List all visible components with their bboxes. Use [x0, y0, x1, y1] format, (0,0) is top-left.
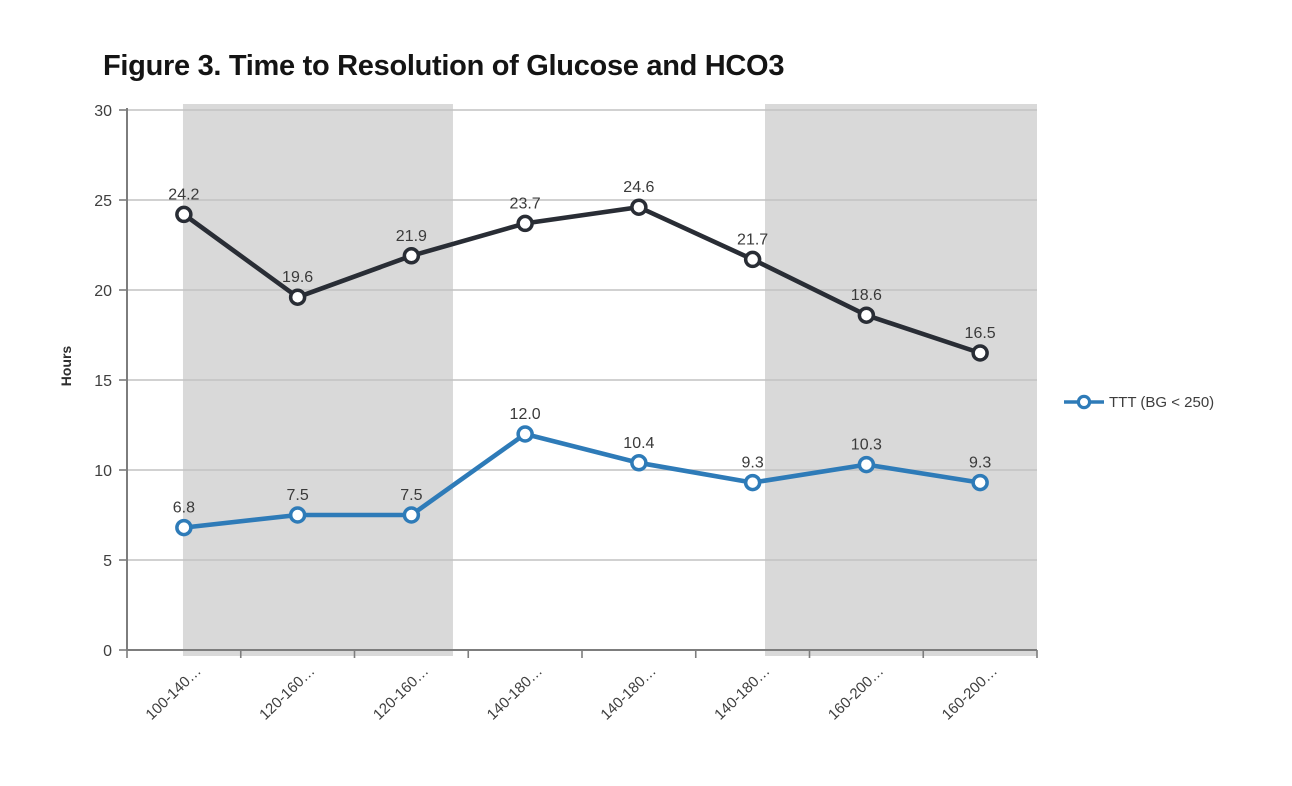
y-tick-label: 15	[94, 373, 112, 390]
y-tick-label: 25	[94, 193, 112, 210]
data-point-marker	[857, 306, 876, 324]
data-point-marker	[288, 506, 307, 524]
data-point-marker	[175, 205, 193, 224]
data-point-label: 18.6	[851, 287, 882, 304]
data-point-marker	[971, 473, 989, 492]
data-point-label: 21.7	[737, 231, 768, 248]
data-point-marker	[516, 425, 534, 443]
y-tick-label: 5	[103, 553, 112, 570]
data-point-label: 23.7	[510, 195, 541, 212]
data-point-marker	[402, 506, 421, 524]
data-point-label: 19.6	[282, 269, 313, 286]
y-tick-label: 30	[94, 103, 112, 120]
legend: TTT (BG < 250)	[1063, 392, 1214, 412]
legend-marker-icon	[1064, 394, 1104, 410]
data-point-label: 10.3	[851, 437, 882, 454]
data-point-label: 24.6	[623, 179, 654, 196]
data-point-label: 9.3	[742, 455, 764, 472]
data-point-label: 24.2	[168, 186, 199, 203]
data-point-marker	[516, 214, 534, 233]
data-point-marker	[743, 250, 762, 269]
y-tick-label: 10	[94, 463, 112, 480]
data-point-label: 21.9	[396, 228, 427, 245]
data-point-label: 6.8	[173, 500, 195, 517]
data-point-label: 9.3	[969, 455, 991, 472]
x-category-label: 140-180…	[484, 663, 546, 724]
x-category-label: 140-180…	[711, 663, 773, 724]
data-point-label: 7.5	[287, 487, 309, 504]
data-point-marker	[630, 454, 648, 472]
data-point-label: 10.4	[623, 435, 654, 452]
x-category-label: 160-200…	[939, 663, 1001, 724]
x-category-label: 140-180…	[597, 663, 659, 724]
data-point-marker	[857, 455, 876, 474]
data-point-marker	[402, 247, 421, 265]
legend-item-label: TTT (BG < 250)	[1109, 393, 1215, 411]
data-point-label: 12.0	[510, 406, 541, 423]
data-point-label: 16.5	[965, 325, 996, 342]
data-point-marker	[288, 288, 307, 306]
y-tick-label: 20	[94, 283, 112, 300]
data-point-marker	[971, 344, 989, 362]
series-line-ttt-series	[181, 431, 983, 530]
chart-title: Figure 3. Time to Resolution of Glucose …	[103, 50, 785, 82]
data-point-marker	[630, 198, 648, 216]
x-category-label: 160-200…	[825, 663, 887, 724]
data-point-marker	[175, 518, 193, 537]
series-line-dark-series	[181, 204, 983, 356]
x-category-label: 120-160…	[256, 663, 318, 724]
x-category-label: 100-140…	[142, 663, 204, 724]
y-tick-label: 0	[103, 643, 112, 660]
data-point-marker	[743, 473, 762, 492]
x-category-label: 120-160…	[370, 663, 432, 724]
data-point-label: 7.5	[400, 487, 422, 504]
